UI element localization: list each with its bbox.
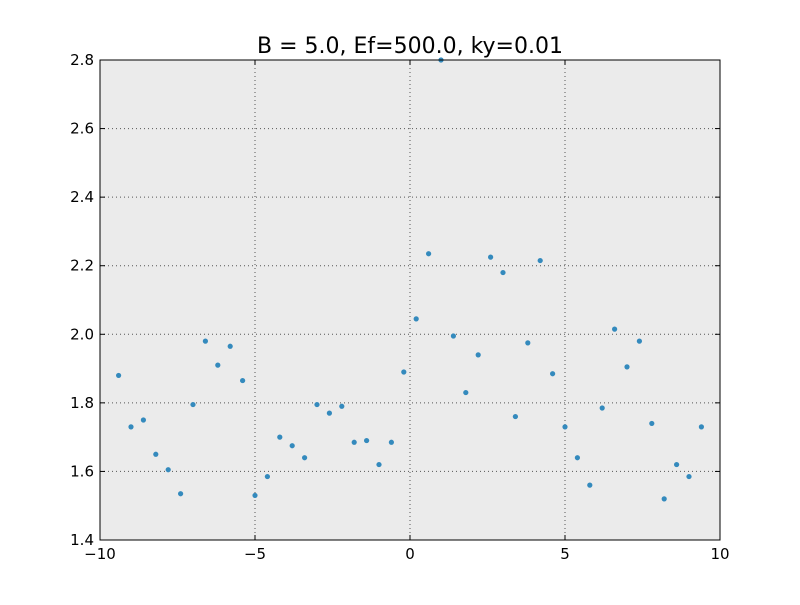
data-point [401,369,407,375]
y-tick-label: 1.8 [70,394,94,412]
tick-labels: −10 −5 0 5 10 1.4 1.6 1.8 2.0 2.2 2.4 2.6 2.8 [70,51,729,563]
data-point [314,401,320,408]
data-point [450,333,456,339]
x-tick-label: −5 [244,545,266,563]
data-point [190,401,196,408]
data-point [413,316,419,322]
data-point [339,403,345,409]
y-tick-label: 1.6 [70,462,94,480]
data-point [550,371,556,377]
chart-title: B = 5.0, Ef=500.0, ky=0.01 [257,34,563,59]
data-point [674,461,680,468]
x-tick-label: −10 [84,545,116,563]
data-point [624,364,630,370]
data-point [500,269,506,276]
data-point [426,251,432,257]
data-point [128,424,134,430]
axis-ticks [99,59,721,541]
data-point [178,491,184,497]
data-point [512,413,519,420]
data-point [636,338,643,344]
data-point [488,254,494,260]
data-point [525,340,531,346]
data-point [165,467,171,473]
data-point [612,326,618,332]
data-point [376,461,382,468]
x-tick-label: 0 [405,545,415,563]
data-point [562,424,568,430]
data-point [277,434,283,440]
data-point [351,439,357,445]
data-point [252,492,258,499]
x-tick-label: 10 [710,545,729,563]
data-point [140,417,146,423]
data-point [215,362,221,368]
data-point [153,451,159,457]
x-tick-label: 5 [560,545,570,563]
data-point [302,455,308,461]
data-point [599,405,605,411]
data-point [202,338,208,344]
y-tick-label: 2.8 [70,51,94,69]
data-point [537,257,543,264]
data-point [587,482,593,488]
data-point [661,496,667,502]
data-point [388,439,394,445]
y-tick-label: 2.6 [70,120,94,138]
data-point [463,389,469,396]
data-point [686,473,692,480]
data-point [698,424,705,430]
data-point [289,443,295,449]
data-points [116,57,705,502]
data-point [116,372,122,379]
data-point [475,352,481,358]
data-point [326,410,332,416]
data-point [264,473,270,480]
data-point [649,420,655,427]
y-tick-label: 2.0 [70,325,94,343]
grid-lines [99,59,721,541]
y-tick-label: 2.4 [70,188,94,206]
y-tick-label: 1.4 [70,531,94,549]
data-point [574,455,581,461]
data-point [240,377,246,384]
data-point [227,343,233,349]
y-tick-label: 2.2 [70,257,94,275]
data-point [364,437,370,444]
